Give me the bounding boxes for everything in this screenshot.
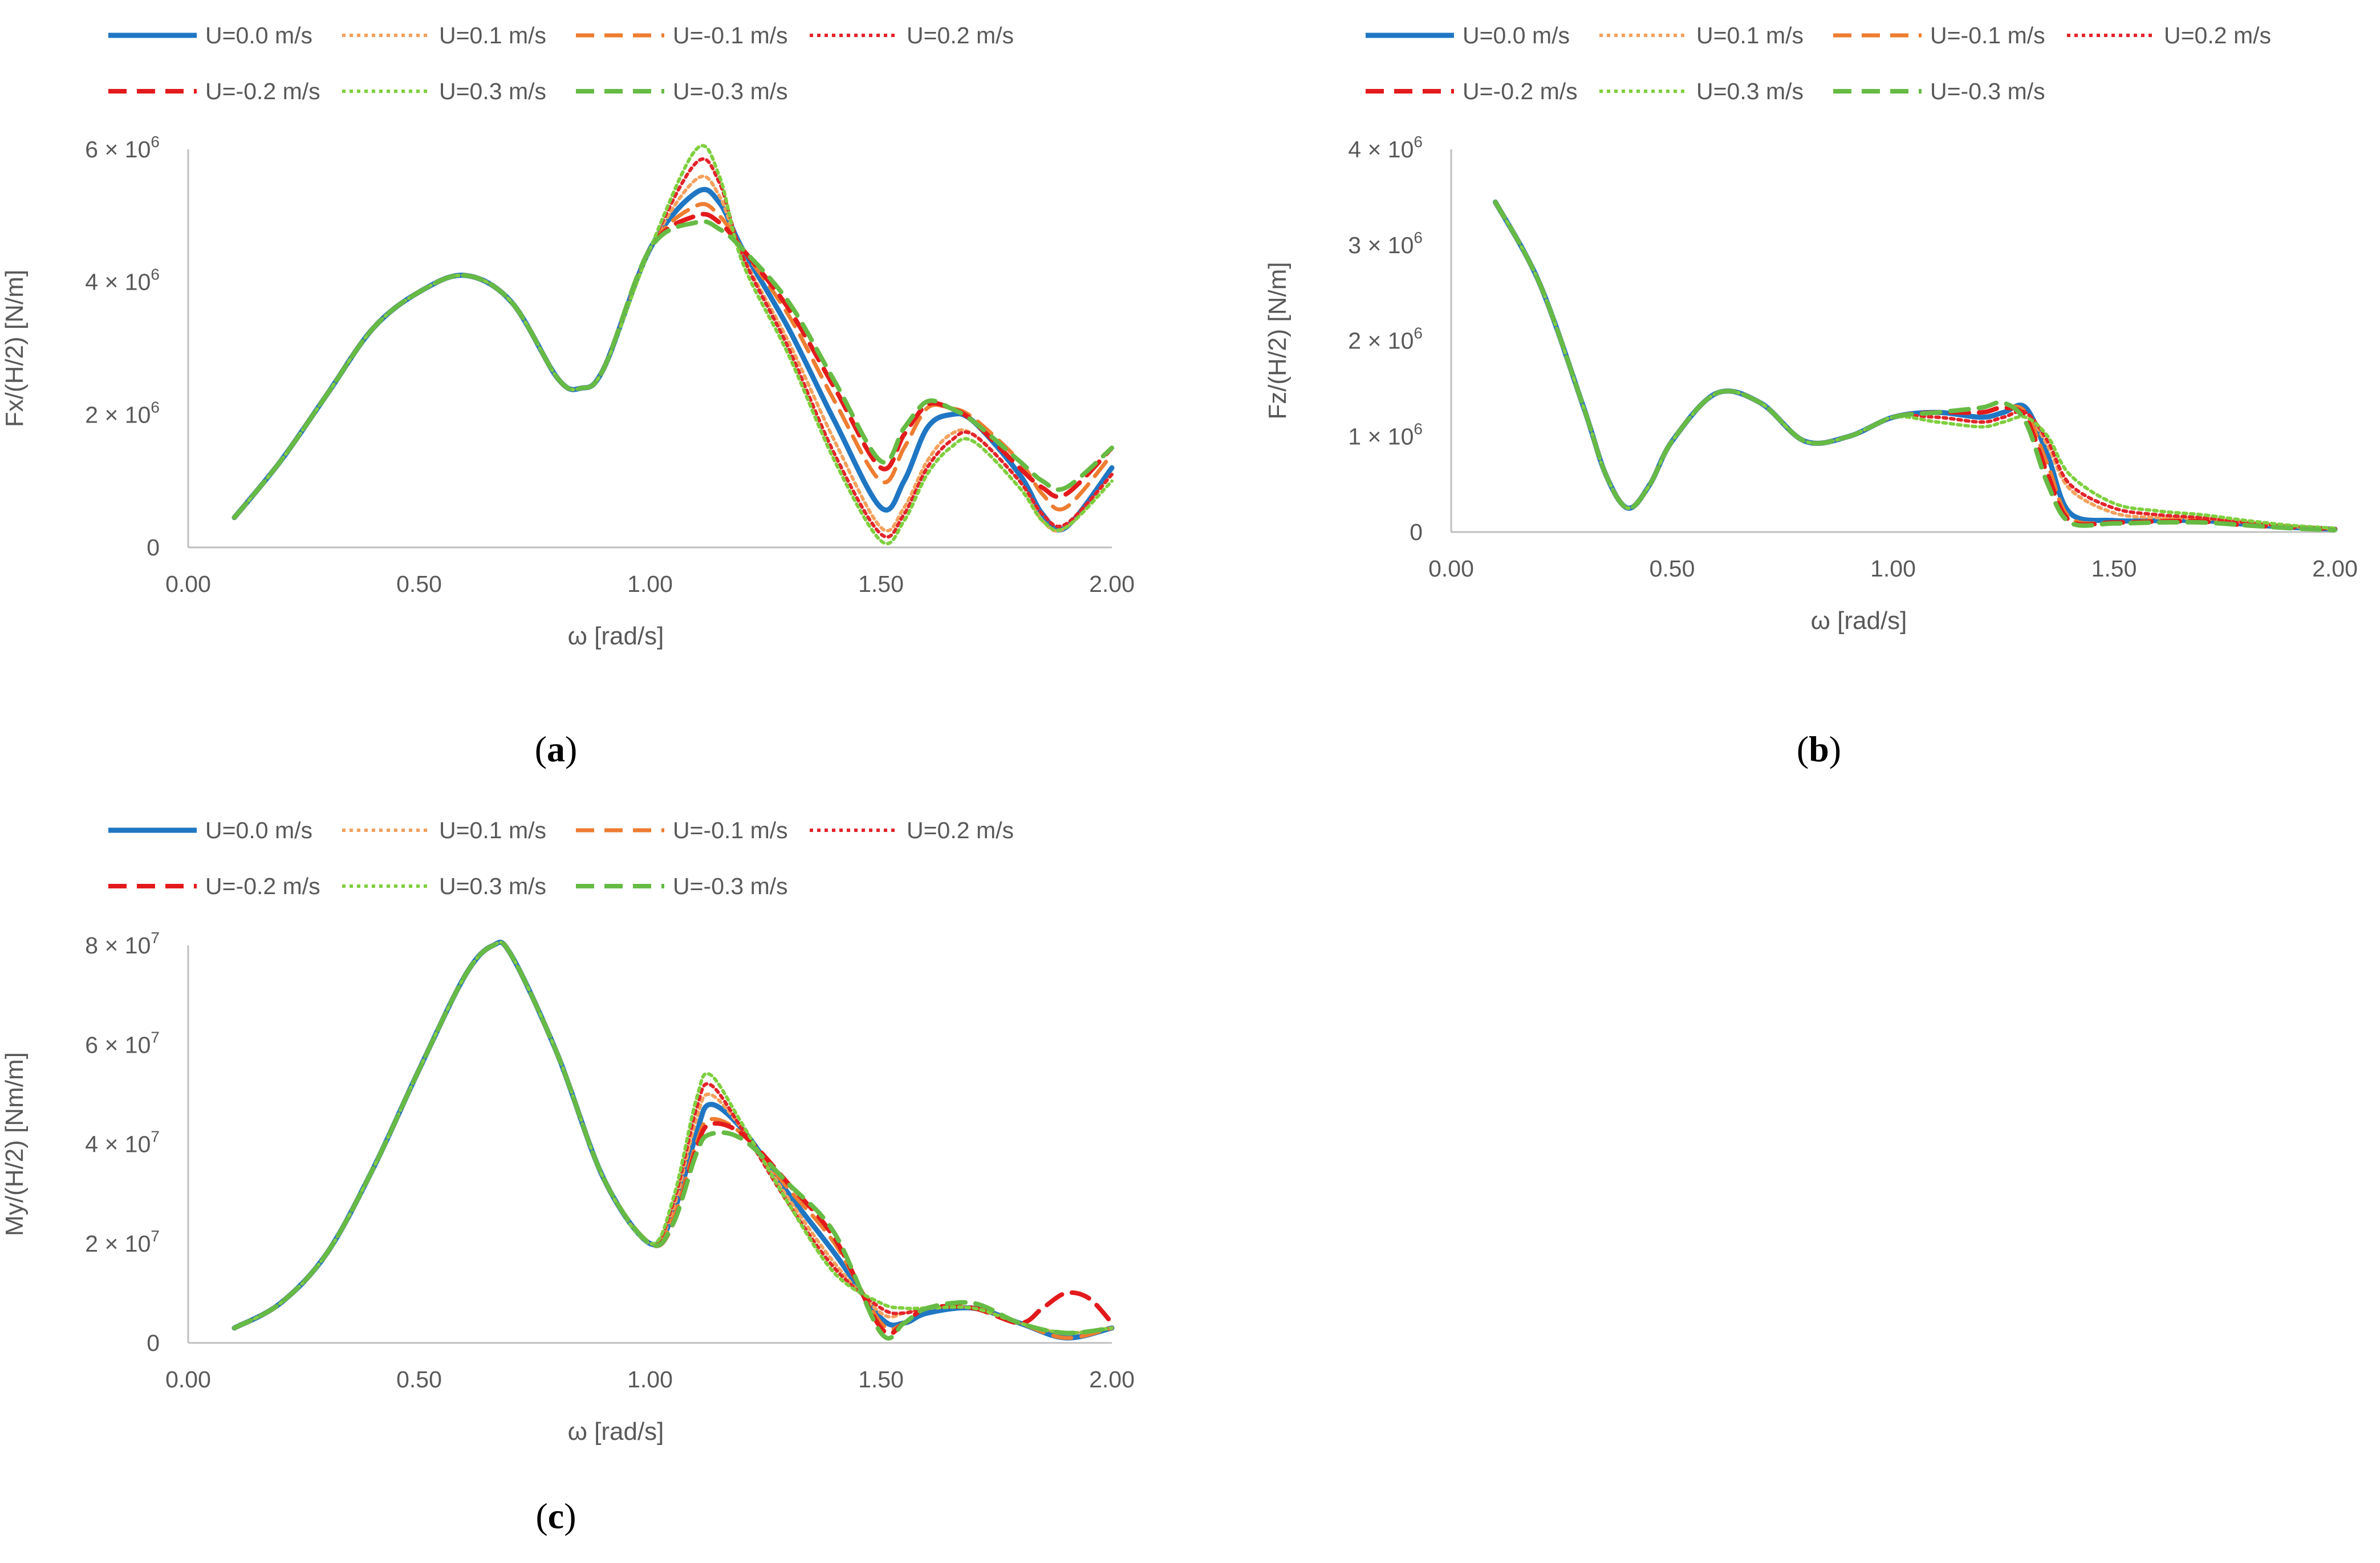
x-tick-label: 2.00 [1089, 1366, 1135, 1393]
x-tick-label: 1.00 [627, 1366, 673, 1393]
legend-label: U=0.0 m/s [205, 817, 312, 843]
y-tick-label: 4 × 106 [85, 266, 160, 295]
legend-label: U=0.1 m/s [1696, 22, 1804, 48]
y-tick-label: 0 [1410, 519, 1423, 545]
x-tick-label: 2.00 [1089, 571, 1135, 597]
x-tick-label: 0.50 [396, 571, 442, 597]
panel-label: (c) [535, 1496, 576, 1536]
y-tick-label: 0 [147, 534, 160, 561]
series-lines [231, 940, 1115, 1341]
legend-label: U=-0.3 m/s [673, 873, 788, 899]
series-line [233, 940, 1114, 1335]
series-lines [1493, 199, 2338, 533]
legend-item: U=-0.1 m/s [576, 817, 788, 843]
legend-label: U=-0.1 m/s [673, 817, 788, 843]
legend-item: U=-0.3 m/s [576, 78, 788, 104]
x-axis-title: ω [rad/s] [1811, 607, 1907, 635]
x-tick-label: 0.00 [165, 571, 211, 597]
legend-item: U=0.1 m/s [342, 817, 546, 843]
chart-panel-3: U=0.0 m/s U=0.1 m/s U=-0.1 m/s U=0.2 m/s U=-… [1, 817, 1135, 1536]
legend-item: U=0.3 m/s [342, 78, 546, 104]
legend-label: U=-0.2 m/s [205, 873, 320, 899]
x-tick-label: 0.50 [1650, 555, 1695, 582]
y-tick-label: 4 × 107 [85, 1128, 160, 1158]
series-line [1493, 200, 2337, 533]
legend-label: U=0.3 m/s [1696, 78, 1804, 104]
legend-item: U=0.0 m/s [1366, 22, 1570, 48]
legend-label: U=0.0 m/s [205, 22, 312, 48]
y-tick-label: 2 × 107 [85, 1227, 160, 1257]
y-tick-label: 3 × 106 [1348, 229, 1423, 258]
legend-label: U=0.3 m/s [439, 78, 546, 104]
legend-item: U=-0.2 m/s [108, 78, 320, 104]
legend-item: U=0.0 m/s [108, 817, 312, 843]
legend-item: U=-0.2 m/s [108, 873, 320, 899]
y-axis-title: My/(H/2) [Nm/m] [1, 1052, 29, 1236]
legend-label: U=0.0 m/s [1463, 22, 1570, 48]
legend-item: U=-0.3 m/s [576, 873, 788, 899]
x-axis-title: ω [rad/s] [568, 622, 664, 650]
legend-label: U=0.2 m/s [907, 22, 1014, 48]
x-tick-label: 1.00 [1870, 555, 1916, 582]
legend: U=0.0 m/s U=0.1 m/s U=-0.1 m/s U=0.2 m/s U=-… [108, 22, 1014, 104]
legend-label: U=-0.1 m/s [1930, 22, 2045, 48]
x-axis-title: ω [rad/s] [568, 1418, 664, 1446]
series-line [232, 219, 1114, 520]
x-tick-label: 1.00 [627, 571, 673, 597]
panel-label: (b) [1797, 729, 1841, 769]
legend-label: U=0.1 m/s [439, 817, 546, 843]
legend-item: U=-0.1 m/s [576, 22, 788, 48]
x-tick-label: 1.50 [858, 1366, 904, 1393]
y-tick-label: 8 × 107 [85, 929, 160, 959]
x-tick-label: 1.50 [2091, 555, 2137, 582]
x-tick-label: 0.00 [165, 1366, 211, 1393]
legend-label: U=-0.3 m/s [1930, 78, 2045, 104]
legend-item: U=0.1 m/s [1599, 22, 1804, 48]
legend: U=0.0 m/s U=0.1 m/s U=-0.1 m/s U=0.2 m/s U=-… [108, 817, 1014, 899]
y-tick-label: 6 × 106 [85, 133, 160, 163]
legend-item: U=0.3 m/s [342, 873, 546, 899]
legend-item: U=0.0 m/s [108, 22, 312, 48]
legend-item: U=-0.1 m/s [1833, 22, 2045, 48]
chart-panel-2: U=0.0 m/s U=0.1 m/s U=-0.1 m/s U=0.2 m/s U=-… [1264, 22, 2358, 769]
panels: U=0.0 m/s U=0.1 m/s U=-0.1 m/s U=0.2 m/s U=-… [1, 22, 2358, 1536]
y-tick-label: 1 × 106 [1348, 420, 1423, 449]
legend-label: U=-0.2 m/s [1463, 78, 1578, 104]
legend-label: U=-0.1 m/s [673, 22, 788, 48]
legend-label: U=0.3 m/s [439, 873, 546, 899]
y-tick-label: 2 × 106 [85, 398, 160, 428]
series-line [232, 202, 1114, 520]
legend-label: U=0.2 m/s [2164, 22, 2271, 48]
x-tick-label: 2.00 [2312, 555, 2358, 582]
legend-label: U=-0.2 m/s [205, 78, 320, 104]
y-tick-label: 6 × 107 [85, 1028, 160, 1058]
x-tick-label: 1.50 [858, 571, 904, 597]
legend-label: U=-0.3 m/s [673, 78, 788, 104]
legend-label: U=0.2 m/s [907, 817, 1014, 843]
panel-label: (a) [535, 729, 578, 769]
x-tick-label: 0.00 [1428, 555, 1474, 582]
x-tick-label: 0.50 [396, 1366, 442, 1393]
y-axis-title: Fz/(H/2) [N/m] [1264, 262, 1291, 419]
legend-item: U=0.2 m/s [2067, 22, 2271, 48]
legend-item: U=-0.2 m/s [1366, 78, 1578, 104]
legend-label: U=0.1 m/s [439, 22, 546, 48]
y-axis-title: Fx/(H/2) [N/m] [1, 270, 29, 427]
legend-item: U=0.3 m/s [1599, 78, 1804, 104]
legend-item: U=0.2 m/s [810, 22, 1014, 48]
y-tick-label: 0 [147, 1330, 160, 1356]
y-tick-label: 4 × 106 [1348, 133, 1423, 163]
legend: U=0.0 m/s U=0.1 m/s U=-0.1 m/s U=0.2 m/s U=-… [1366, 22, 2271, 104]
legend-item: U=0.1 m/s [342, 22, 546, 48]
chart-panel-1: U=0.0 m/s U=0.1 m/s U=-0.1 m/s U=0.2 m/s U=-… [1, 22, 1135, 769]
series-line [232, 940, 1114, 1341]
legend-item: U=-0.3 m/s [1833, 78, 2045, 104]
legend-item: U=0.2 m/s [810, 817, 1014, 843]
y-tick-label: 2 × 106 [1348, 324, 1423, 354]
series-lines [231, 144, 1115, 546]
